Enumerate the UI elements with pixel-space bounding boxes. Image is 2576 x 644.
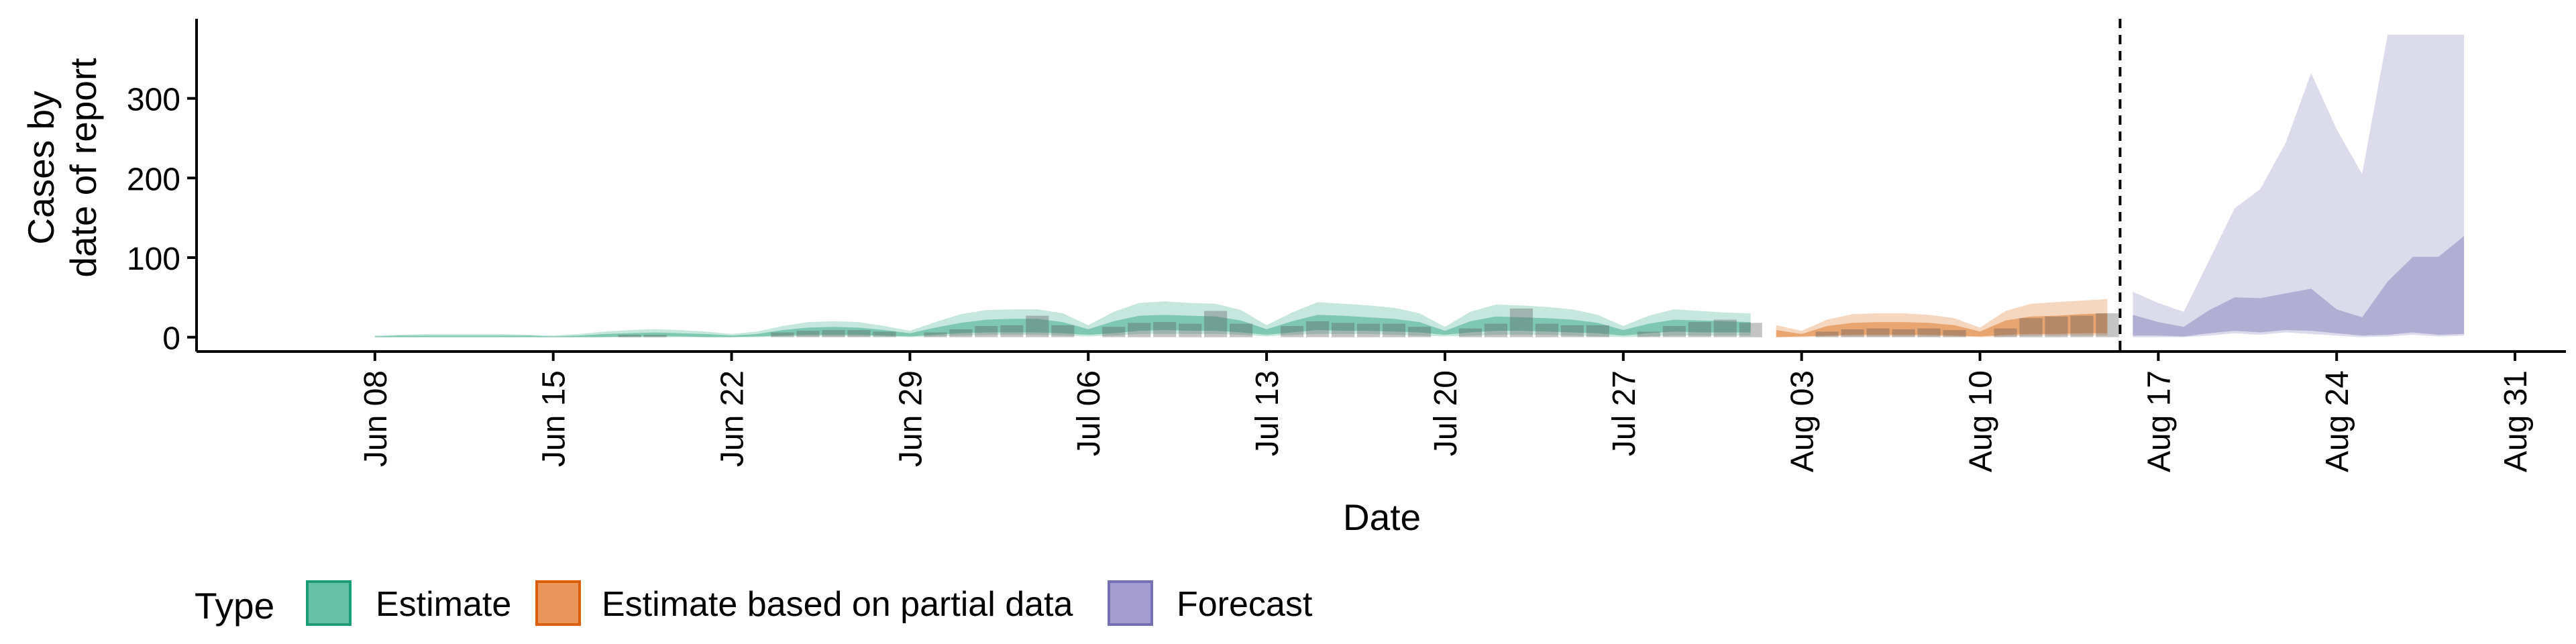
reported-case-bar bbox=[1382, 323, 1406, 337]
reported-case-bar bbox=[924, 332, 947, 337]
reported-case-bar bbox=[1281, 326, 1304, 337]
x-tick-label: Jun 15 bbox=[537, 370, 572, 467]
reported-case-bar bbox=[2045, 316, 2068, 337]
band-50-estimate-based-on-partial-data bbox=[1776, 313, 2108, 337]
reported-case-bar bbox=[1051, 325, 1075, 337]
y-tick-label: 0 bbox=[162, 321, 180, 357]
reported-case-bar bbox=[822, 330, 845, 337]
reported-case-bar bbox=[1662, 326, 1686, 337]
reported-case-bar bbox=[847, 330, 871, 337]
reported-case-bar bbox=[1458, 328, 1482, 337]
x-tick-label: Jun 22 bbox=[715, 370, 751, 467]
x-tick-label: Aug 17 bbox=[2141, 370, 2177, 472]
x-tick-label: Aug 24 bbox=[2320, 370, 2355, 472]
legend-label-forecast: Forecast bbox=[1177, 585, 1313, 624]
reported-case-bars bbox=[618, 308, 2119, 337]
reported-case-bar bbox=[1102, 327, 1126, 337]
reported-case-bar bbox=[1204, 311, 1228, 337]
reported-case-bar bbox=[1892, 329, 1915, 337]
reported-case-bar bbox=[618, 335, 641, 337]
reported-case-bar bbox=[1866, 328, 1890, 337]
reported-case-bar bbox=[1841, 329, 1864, 337]
reported-case-bar bbox=[1713, 319, 1737, 337]
reported-case-bar bbox=[771, 332, 794, 337]
reported-case-bar bbox=[2070, 315, 2094, 337]
reported-case-bar bbox=[1153, 322, 1177, 337]
band-50-forecast bbox=[2133, 235, 2465, 337]
x-tick-label: Aug 03 bbox=[1785, 370, 1821, 472]
reported-case-bar bbox=[1407, 327, 1432, 337]
x-tick-label: Aug 31 bbox=[2498, 370, 2534, 472]
reported-case-bar bbox=[643, 335, 667, 337]
y-tick-label: 300 bbox=[127, 83, 180, 118]
x-tick-label: Aug 10 bbox=[1964, 370, 1999, 472]
band-90-estimate-based-on-partial-data bbox=[1776, 299, 2108, 337]
legend-key-forecast bbox=[1108, 580, 1153, 626]
legend-key-estimate bbox=[306, 580, 352, 626]
reported-case-bar bbox=[1943, 330, 1966, 337]
reported-case-bar bbox=[796, 331, 820, 337]
band-90-estimate bbox=[374, 301, 1751, 337]
reported-case-bar bbox=[1230, 323, 1253, 337]
reported-case-bar bbox=[1535, 323, 1558, 337]
reported-case-bar bbox=[1637, 331, 1660, 337]
x-tick-label: Jul 20 bbox=[1428, 370, 1464, 456]
y-axis-title-line-2: date of report bbox=[62, 58, 104, 277]
band-50-estimate bbox=[374, 315, 1751, 337]
reported-case-bar bbox=[1026, 315, 1049, 337]
y-tick-label: 100 bbox=[127, 241, 180, 277]
reported-case-bar bbox=[1560, 325, 1584, 337]
reported-case-bar bbox=[1128, 323, 1151, 337]
reported-case-bar bbox=[2019, 318, 2043, 337]
x-axis-ticks: Jun 08 Jun 15 Jun 22 Jun 29 Jul 06 Jul 13 Jul … bbox=[358, 352, 2534, 472]
reported-case-bar bbox=[1484, 323, 1507, 337]
reported-case-bar bbox=[2096, 313, 2119, 337]
x-tick-label: Jul 27 bbox=[1607, 370, 1642, 456]
reported-case-bar bbox=[1306, 321, 1330, 337]
reported-case-bar bbox=[1000, 325, 1024, 337]
reported-case-bar bbox=[1739, 323, 1762, 337]
band-90-forecast bbox=[2133, 34, 2465, 337]
legend: Type Estimate Estimate based on partial … bbox=[195, 580, 1313, 627]
reported-case-bar bbox=[949, 329, 973, 337]
legend-label-estimate: Estimate bbox=[376, 585, 511, 624]
x-tick-label: Jul 13 bbox=[1250, 370, 1285, 456]
y-axis-ticks: 0 100 200 300 bbox=[127, 83, 197, 357]
reported-case-bar bbox=[1586, 325, 1609, 337]
reported-case-bar bbox=[1815, 331, 1839, 337]
legend-title: Type bbox=[195, 585, 274, 627]
reported-case-bar bbox=[1688, 322, 1711, 337]
x-tick-label: Jun 29 bbox=[893, 370, 928, 467]
reported-case-bar bbox=[1917, 328, 1941, 337]
legend-key-partial bbox=[535, 580, 581, 626]
reported-case-bar bbox=[1509, 308, 1533, 337]
uncertainty-bands bbox=[374, 34, 2465, 337]
x-tick-label: Jun 08 bbox=[358, 370, 394, 467]
x-tick-label: Jul 06 bbox=[1071, 370, 1107, 456]
y-axis-title-line-1: Cases by bbox=[20, 91, 62, 245]
reported-case-bar bbox=[1179, 323, 1202, 337]
reported-case-bar bbox=[1994, 328, 2017, 337]
reported-case-bar bbox=[975, 326, 998, 337]
x-axis-title: Date bbox=[1343, 496, 1421, 538]
reported-case-bar bbox=[1331, 323, 1355, 337]
y-tick-label: 200 bbox=[127, 162, 180, 197]
reported-case-bar bbox=[1356, 323, 1381, 337]
reported-case-bar bbox=[873, 331, 896, 337]
legend-label-partial: Estimate based on partial data bbox=[602, 585, 1073, 624]
